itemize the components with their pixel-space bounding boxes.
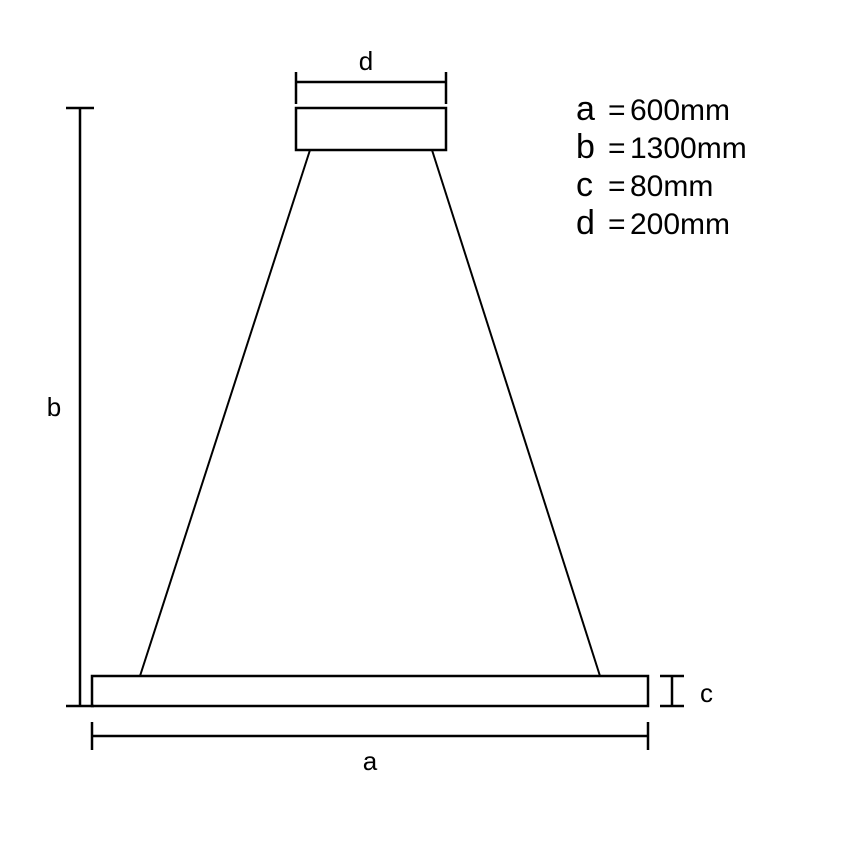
- legend-letter-c: c: [576, 166, 593, 204]
- legend-equals-d: =: [608, 208, 626, 241]
- legend-letter-d: d: [576, 204, 595, 242]
- legend-value-d: 200mm: [630, 208, 730, 241]
- legend-equals-c: =: [608, 170, 626, 203]
- canvas-background: [0, 0, 868, 868]
- legend-value-a: 600mm: [630, 94, 730, 127]
- dim-d-label: d: [359, 46, 373, 76]
- legend-letter-a: a: [576, 90, 595, 128]
- legend-equals-b: =: [608, 132, 626, 165]
- dim-b-label: b: [47, 392, 61, 422]
- legend-value-c: 80mm: [630, 170, 713, 203]
- legend-value-b: 1300mm: [630, 132, 747, 165]
- legend-letter-b: b: [576, 128, 595, 166]
- dim-c-label: c: [700, 678, 713, 708]
- dim-a-label: a: [363, 746, 378, 776]
- legend-equals-a: =: [608, 94, 626, 127]
